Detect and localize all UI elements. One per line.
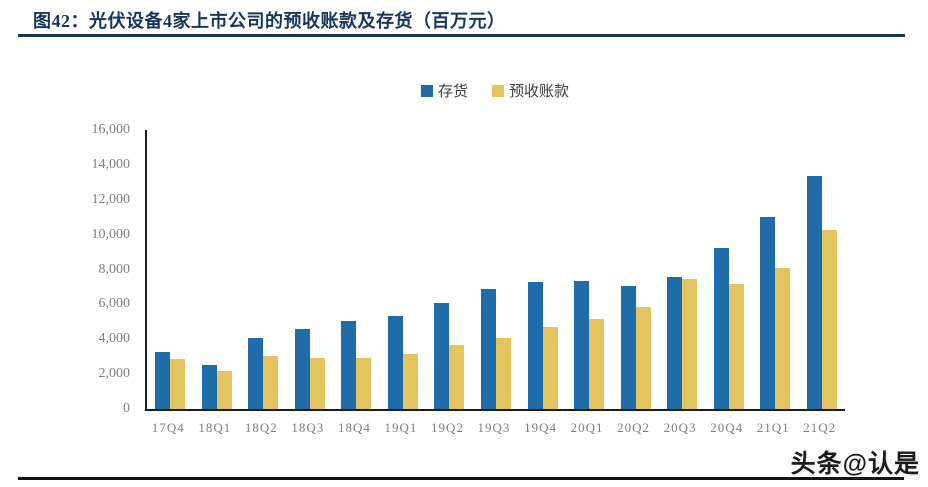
- bar-group-21Q2: [798, 130, 845, 409]
- advance-bar-18Q3: [309, 357, 325, 409]
- bar-group-21Q1: [752, 130, 799, 409]
- inventory-bar-19Q4: [527, 282, 543, 409]
- bar-group-20Q4: [705, 130, 752, 409]
- legend: 存货 预收账款: [145, 80, 845, 101]
- inventory-bar-18Q1: [201, 365, 217, 409]
- inventory-bar-21Q2: [806, 176, 822, 409]
- bar-group-19Q1: [380, 130, 427, 409]
- x-tick-label-19Q4: 19Q4: [524, 420, 557, 435]
- advance-swatch-icon: [492, 84, 504, 97]
- advance-bar-19Q4: [542, 327, 558, 409]
- y-tick-label: 16,000: [91, 122, 131, 137]
- x-tick-label-21Q2: 21Q2: [803, 420, 837, 435]
- x-axis-labels: 17Q4 18Q1 18Q2 18Q3 18Q4 19Q1 19Q2 19Q3 19Q4 20Q1…: [145, 420, 843, 436]
- inventory-bar-17Q4: [155, 352, 171, 409]
- bar-group-19Q3: [473, 130, 520, 409]
- advance-bar-20Q2: [635, 306, 651, 409]
- watermark: 头条@认是: [790, 450, 920, 478]
- advance-bar-21Q2: [821, 230, 837, 409]
- bar-group-18Q1: [194, 130, 241, 409]
- x-tick-label-18Q2: 18Q2: [244, 420, 278, 435]
- x-tick-label-19Q2: 19Q2: [431, 420, 464, 435]
- x-tick-label-17Q4: 17Q4: [151, 420, 185, 435]
- advance-bar-19Q2: [449, 344, 465, 409]
- bar-group-19Q4: [519, 130, 566, 409]
- title-rule: [18, 34, 905, 37]
- legend-item-advance: 预收账款: [492, 80, 569, 101]
- inventory-bar-19Q1: [387, 315, 403, 409]
- bar-group-20Q1: [566, 130, 613, 409]
- inventory-bar-18Q4: [341, 320, 357, 409]
- advance-bar-18Q1: [216, 370, 232, 409]
- x-tick-label-19Q1: 19Q1: [384, 420, 418, 435]
- y-tick-label: 12,000: [91, 191, 131, 207]
- inventory-bar-19Q2: [434, 302, 450, 409]
- bar-group-19Q2: [426, 130, 473, 409]
- inventory-swatch-icon: [420, 84, 433, 97]
- y-tick-label: 10,000: [91, 226, 131, 242]
- advance-bar-17Q4: [170, 358, 186, 409]
- bar-group-18Q4: [333, 130, 380, 409]
- advance-bar-20Q1: [589, 319, 605, 409]
- inventory-bar-20Q3: [667, 276, 683, 409]
- bar-group-20Q3: [659, 130, 706, 409]
- legend-label-advance: 预收账款: [509, 84, 570, 100]
- y-tick-label: 14,000: [91, 156, 131, 172]
- plot-area: [145, 130, 845, 411]
- advance-bar-18Q2: [263, 355, 279, 409]
- inventory-bar-20Q2: [620, 285, 636, 409]
- advance-bar-19Q3: [495, 338, 511, 409]
- legend-label-inventory: 存货: [437, 84, 468, 100]
- advance-bar-19Q1: [402, 354, 418, 409]
- inventory-bar-20Q4: [713, 247, 729, 409]
- advance-bar-20Q3: [682, 279, 698, 409]
- bottom-rule: [18, 477, 904, 480]
- y-tick-label: 8,000: [98, 261, 131, 277]
- bar-group-18Q2: [240, 130, 287, 409]
- inventory-bar-18Q2: [248, 337, 264, 409]
- figure-title: 图42：光伏设备4家上市公司的预收账款及存货（百万元）: [33, 11, 506, 31]
- advance-bar-20Q4: [728, 283, 744, 409]
- y-tick-label: 2,000: [98, 366, 131, 382]
- y-tick-label: 6,000: [98, 296, 131, 312]
- x-tick-label-20Q4: 20Q4: [710, 420, 744, 435]
- y-tick-label: 0: [123, 401, 130, 416]
- inventory-bar-20Q1: [574, 280, 590, 409]
- bar-group-20Q2: [612, 130, 659, 409]
- x-tick-label-18Q3: 18Q3: [291, 420, 325, 435]
- x-tick-label-20Q2: 20Q2: [617, 420, 651, 435]
- x-tick-label-20Q1: 20Q1: [570, 420, 604, 435]
- bars-layer: [147, 130, 845, 409]
- x-tick-label-18Q4: 18Q4: [337, 420, 371, 435]
- inventory-bar-18Q3: [294, 328, 310, 409]
- x-tick-label-18Q1: 18Q1: [198, 420, 232, 435]
- advance-bar-21Q1: [775, 268, 791, 409]
- legend-item-inventory: 存货: [420, 80, 468, 101]
- bar-group-17Q4: [147, 130, 194, 409]
- inventory-bar-21Q1: [760, 217, 776, 409]
- x-tick-label-21Q1: 21Q1: [756, 420, 790, 435]
- inventory-bar-19Q3: [480, 288, 496, 409]
- bar-group-18Q3: [287, 130, 334, 409]
- y-tick-label: 4,000: [98, 331, 131, 347]
- x-tick-label-20Q3: 20Q3: [663, 420, 697, 435]
- advance-bar-18Q4: [356, 357, 372, 409]
- y-axis-labels: 16,000 14,000 12,000 10,000 8,000 6,000 4,000 2…: [55, 122, 131, 416]
- x-tick-label-19Q3: 19Q3: [477, 420, 511, 435]
